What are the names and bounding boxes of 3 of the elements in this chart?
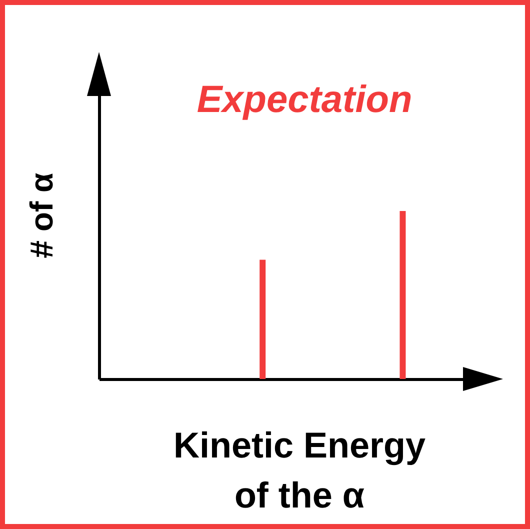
y-axis-title: # of α [24, 172, 60, 258]
chart-title: Expectation [196, 79, 412, 121]
x-axis-title: Kinetic Energy of the α [173, 424, 426, 516]
